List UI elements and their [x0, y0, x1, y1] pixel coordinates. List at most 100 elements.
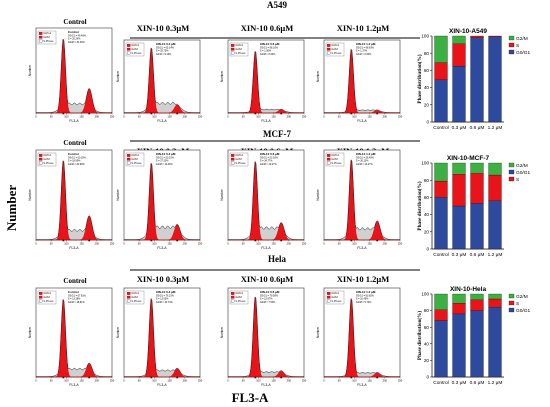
histogram-legend-label: G0/G1 — [131, 291, 139, 295]
histogram-x-label: FL3-A — [261, 246, 271, 250]
histogram-legend-swatch — [327, 292, 331, 295]
histogram-peak-marker — [150, 376, 153, 379]
chart-legend-swatch — [508, 169, 515, 175]
bar-segment-s — [470, 35, 484, 38]
chart-title: XIN-10-Hela — [450, 286, 487, 293]
histogram-tick-label: 100 — [256, 241, 261, 245]
histogram-annotation-line: G2/M = 5.73% — [356, 301, 372, 304]
histogram-legend-label: G0/G1 — [131, 153, 139, 157]
bar-segment-g2m — [452, 162, 466, 175]
histogram-tick-label: 0 — [123, 378, 125, 382]
histogram-annotation-line: G0/G1 = 98.63% — [356, 46, 375, 49]
histogram-legend-swatch — [231, 51, 235, 55]
histogram-g2m-peak — [324, 220, 400, 241]
histogram-y-label: Number — [220, 326, 224, 338]
histogram-legend-label: G2/M — [235, 295, 242, 299]
bar-segment-g0g1 — [434, 79, 448, 123]
histogram-legend-swatch — [231, 299, 235, 303]
chart-y-tick-label: 40 — [424, 212, 430, 217]
histogram-annotation-line: S = 18.99% — [68, 160, 81, 163]
histogram-legend-swatch — [39, 154, 43, 157]
histogram-tick-label: 50 — [50, 241, 53, 245]
histogram-g2m-peak — [36, 88, 112, 114]
histogram-legend-label: G2/M — [331, 295, 338, 299]
histogram-tick-label: 200 — [383, 241, 388, 245]
histogram-legend-label: G2/M — [235, 47, 242, 51]
chart-y-label: Phase distribution(%) — [416, 311, 423, 360]
histogram-legend-swatch — [39, 161, 43, 165]
chart-y-tick-label: 80 — [424, 308, 430, 313]
histogram-g2m-peak — [36, 215, 112, 241]
histogram-tick-label: 50 — [338, 241, 341, 245]
histogram-tick-label: 50 — [242, 378, 245, 382]
histogram-peak-marker — [350, 112, 353, 115]
histogram-tick-label: 250 — [110, 114, 115, 118]
histogram-peak-marker — [62, 112, 65, 115]
histogram-tick-label: 250 — [110, 378, 115, 382]
histogram-legend-swatch — [231, 157, 235, 161]
histogram-y-label: Number — [28, 188, 32, 200]
histogram-tick-label: 200 — [383, 378, 388, 382]
histogram-legend-label: S-Phase — [331, 161, 342, 165]
histogram-outline — [36, 38, 112, 113]
histogram-legend-box — [37, 290, 57, 305]
histogram-outline — [324, 159, 400, 240]
histogram-panel: XIN-10 0.6μMNumberFL3-A050100150200250G0… — [220, 146, 307, 250]
bar-segment-g2m — [434, 162, 448, 182]
histogram-legend-swatch — [327, 157, 331, 161]
chart-legend-label: G2/M — [516, 294, 528, 300]
histogram-legend-swatch — [327, 299, 331, 303]
histogram-legend-swatch — [327, 44, 331, 47]
histogram-legend-label: G2/M — [43, 295, 50, 299]
histogram-annotation-line: S = 10.45% — [356, 298, 369, 301]
bar-segment-s — [452, 174, 466, 207]
histogram-y-label: Number — [116, 326, 120, 338]
histogram-annotation-line: G0/G1 = 83.82% — [356, 294, 375, 297]
histogram-legend-label: G2/M — [43, 157, 50, 161]
histogram-legend-label: G0/G1 — [331, 153, 339, 157]
histogram-annotation-line: S = 37.33% — [156, 160, 169, 163]
histogram-annotation-line: G2/M = 0.00% — [356, 53, 372, 56]
histogram-legend-box — [229, 42, 249, 57]
chart-category-label: 1.2 μM — [488, 252, 503, 258]
histogram-annotation-line: Control — [68, 152, 79, 156]
histogram-tick-label: 250 — [110, 241, 115, 245]
histogram-legend-swatch — [327, 154, 331, 157]
histogram-legend-label: G2/M — [131, 157, 138, 161]
chart-legend-swatch — [508, 35, 515, 41]
bar-segment-g0g1 — [470, 310, 484, 378]
histogram-outline — [124, 162, 200, 240]
histogram-peak-marker — [176, 239, 179, 242]
histogram-peak-marker — [350, 239, 353, 242]
chart-category-label: 1.2 μM — [488, 380, 503, 386]
chart-y-tick-label: 40 — [424, 85, 430, 90]
histogram-annotation-line: XIN-10 1.2 μM — [356, 42, 376, 46]
figure-x-title: FL3-A — [232, 390, 269, 405]
histogram-tick-label: 250 — [398, 378, 403, 382]
histogram-x-label: FL3-A — [69, 119, 79, 123]
stacked-bar-chart: XIN-10-A549 Phase distribution(%) 0 20 40 60 8… — [416, 28, 530, 131]
histogram-legend-swatch — [39, 32, 43, 35]
histogram-legend-label: G2/M — [331, 47, 338, 51]
histogram-legend-swatch — [127, 47, 131, 51]
histogram-legend-swatch — [327, 47, 331, 51]
histogram-legend-swatch — [127, 154, 131, 157]
histogram-x-label: FL3-A — [261, 383, 271, 387]
histogram-tick-label: 250 — [198, 378, 203, 382]
histogram-peak-marker — [280, 112, 283, 115]
histogram-outline — [228, 296, 304, 377]
histogram-tick-label: 150 — [367, 378, 372, 382]
histogram-tick-label: 0 — [323, 114, 325, 118]
histogram-legend-label: G0/G1 — [131, 43, 139, 47]
histogram-tick-label: 0 — [123, 114, 125, 118]
histogram-annotation-line: G0/G1 = 60.02% — [68, 156, 87, 159]
histogram-legend-label: S-Phase — [131, 51, 142, 55]
histogram-tick-label: 150 — [367, 114, 372, 118]
stacked-bar-chart: XIN-10-Hela Phase distribution(%) 0 20 40 60 8… — [416, 286, 530, 386]
histogram-legend-label: G0/G1 — [43, 153, 51, 157]
chart-y-tick-label: 60 — [424, 325, 430, 330]
histogram-outline — [36, 298, 112, 377]
bar-segment-s — [434, 309, 448, 321]
histogram-tick-label: 250 — [302, 241, 307, 245]
